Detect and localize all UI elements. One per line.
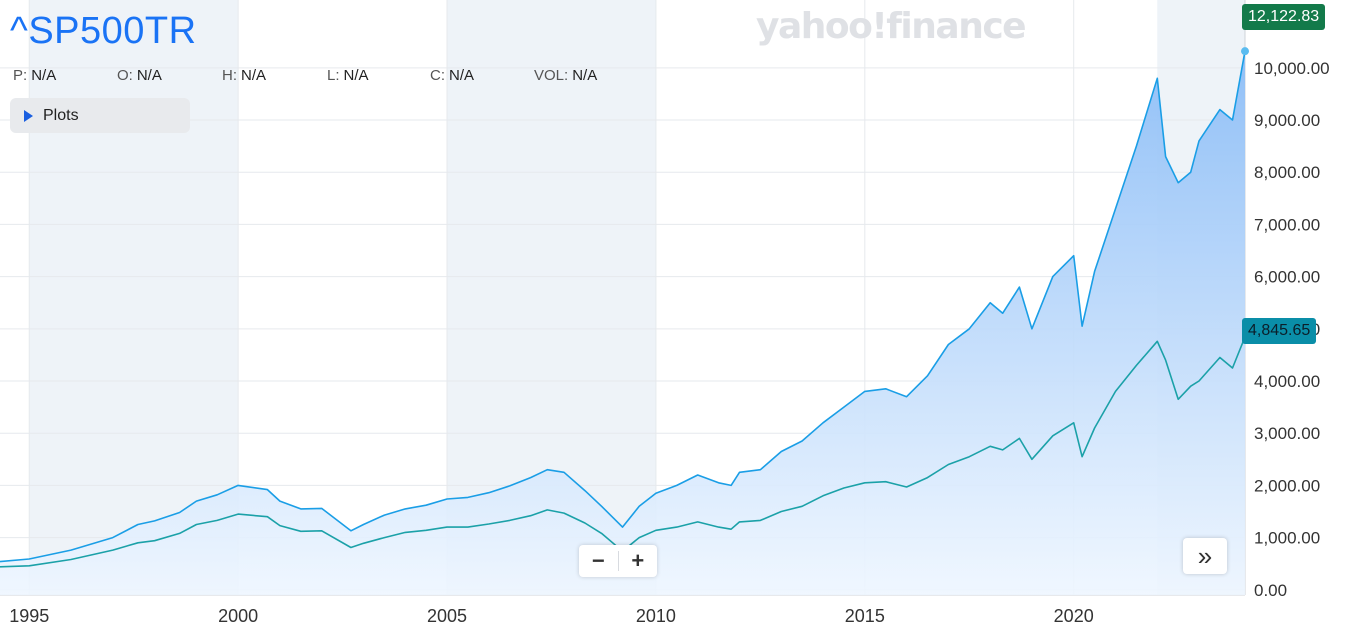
x-tick-label: 1995: [9, 606, 49, 626]
ohlc-high: H: N/A: [222, 67, 266, 84]
x-tick-label: 2020: [1054, 606, 1094, 626]
ohlc-key: C:: [430, 67, 445, 84]
x-tick-label: 2005: [427, 606, 467, 626]
y-tick-label: 10,000.00: [1254, 59, 1330, 78]
ohlc-key: O:: [117, 67, 133, 84]
ohlc-key: L:: [327, 67, 340, 84]
x-tick-label: 2000: [218, 606, 258, 626]
x-tick-label: 2010: [636, 606, 676, 626]
primary-price-tag: 12,122.83: [1242, 4, 1326, 30]
primary-series-line: [0, 50, 1246, 563]
zoom-control: − +: [579, 545, 657, 577]
yahoo-finance-watermark: yahoo!finance: [756, 6, 1027, 47]
ohlc-value: N/A: [136, 67, 162, 84]
ohlc-value: N/A: [241, 67, 267, 84]
y-tick-label: 4,000.00: [1254, 372, 1320, 391]
ohlc-close: C: N/A: [430, 67, 474, 84]
play-triangle-icon: [24, 109, 33, 122]
plots-toggle-button[interactable]: Plots: [10, 98, 190, 133]
x-axis: 1995 2000 2005 2010 2015 2020: [9, 606, 1094, 626]
y-tick-label: 8,000.00: [1254, 163, 1320, 182]
y-tick-label: 9,000.00: [1254, 111, 1320, 130]
ohlc-open: O: N/A: [117, 67, 162, 84]
primary-endpoint-dot: [1241, 47, 1249, 56]
ohlc-value: N/A: [449, 67, 475, 84]
ohlc-low: L: N/A: [327, 67, 369, 84]
ohlc-key: H:: [222, 67, 237, 84]
jump-to-latest-button[interactable]: »: [1183, 538, 1227, 574]
primary-area: [0, 51, 1245, 596]
zoom-divider: [617, 551, 619, 571]
ohlc-volume: VOL: N/A: [534, 67, 597, 84]
y-tick-label: 6,000.00: [1254, 268, 1320, 287]
y-tick-label: 0.00: [1254, 581, 1287, 600]
secondary-series-line: [0, 336, 1246, 568]
ohlc-value: N/A: [343, 67, 369, 84]
symbol-title: ^SP500TR: [10, 10, 197, 52]
ohlc-value: N/A: [31, 67, 57, 84]
series-lines: [0, 50, 1246, 568]
plots-label: Plots: [43, 106, 79, 124]
zoom-in-button[interactable]: +: [631, 548, 645, 573]
y-tick-label: 2,000.00: [1254, 476, 1320, 495]
y-tick-label: 3,000.00: [1254, 424, 1320, 443]
ohlc-value: N/A: [572, 67, 598, 84]
y-tick-label: 1,000.00: [1254, 529, 1320, 548]
primary-area-fill: [0, 51, 1245, 596]
y-tick-label: 7,000.00: [1254, 215, 1320, 234]
ohlc-key: VOL:: [534, 67, 569, 84]
zoom-out-button[interactable]: −: [591, 548, 605, 573]
ohlc-key: P:: [13, 67, 28, 84]
x-tick-label: 2015: [845, 606, 885, 626]
secondary-price-tag: 4,845.65: [1242, 318, 1317, 344]
ohlc-price: P: N/A: [13, 67, 56, 84]
